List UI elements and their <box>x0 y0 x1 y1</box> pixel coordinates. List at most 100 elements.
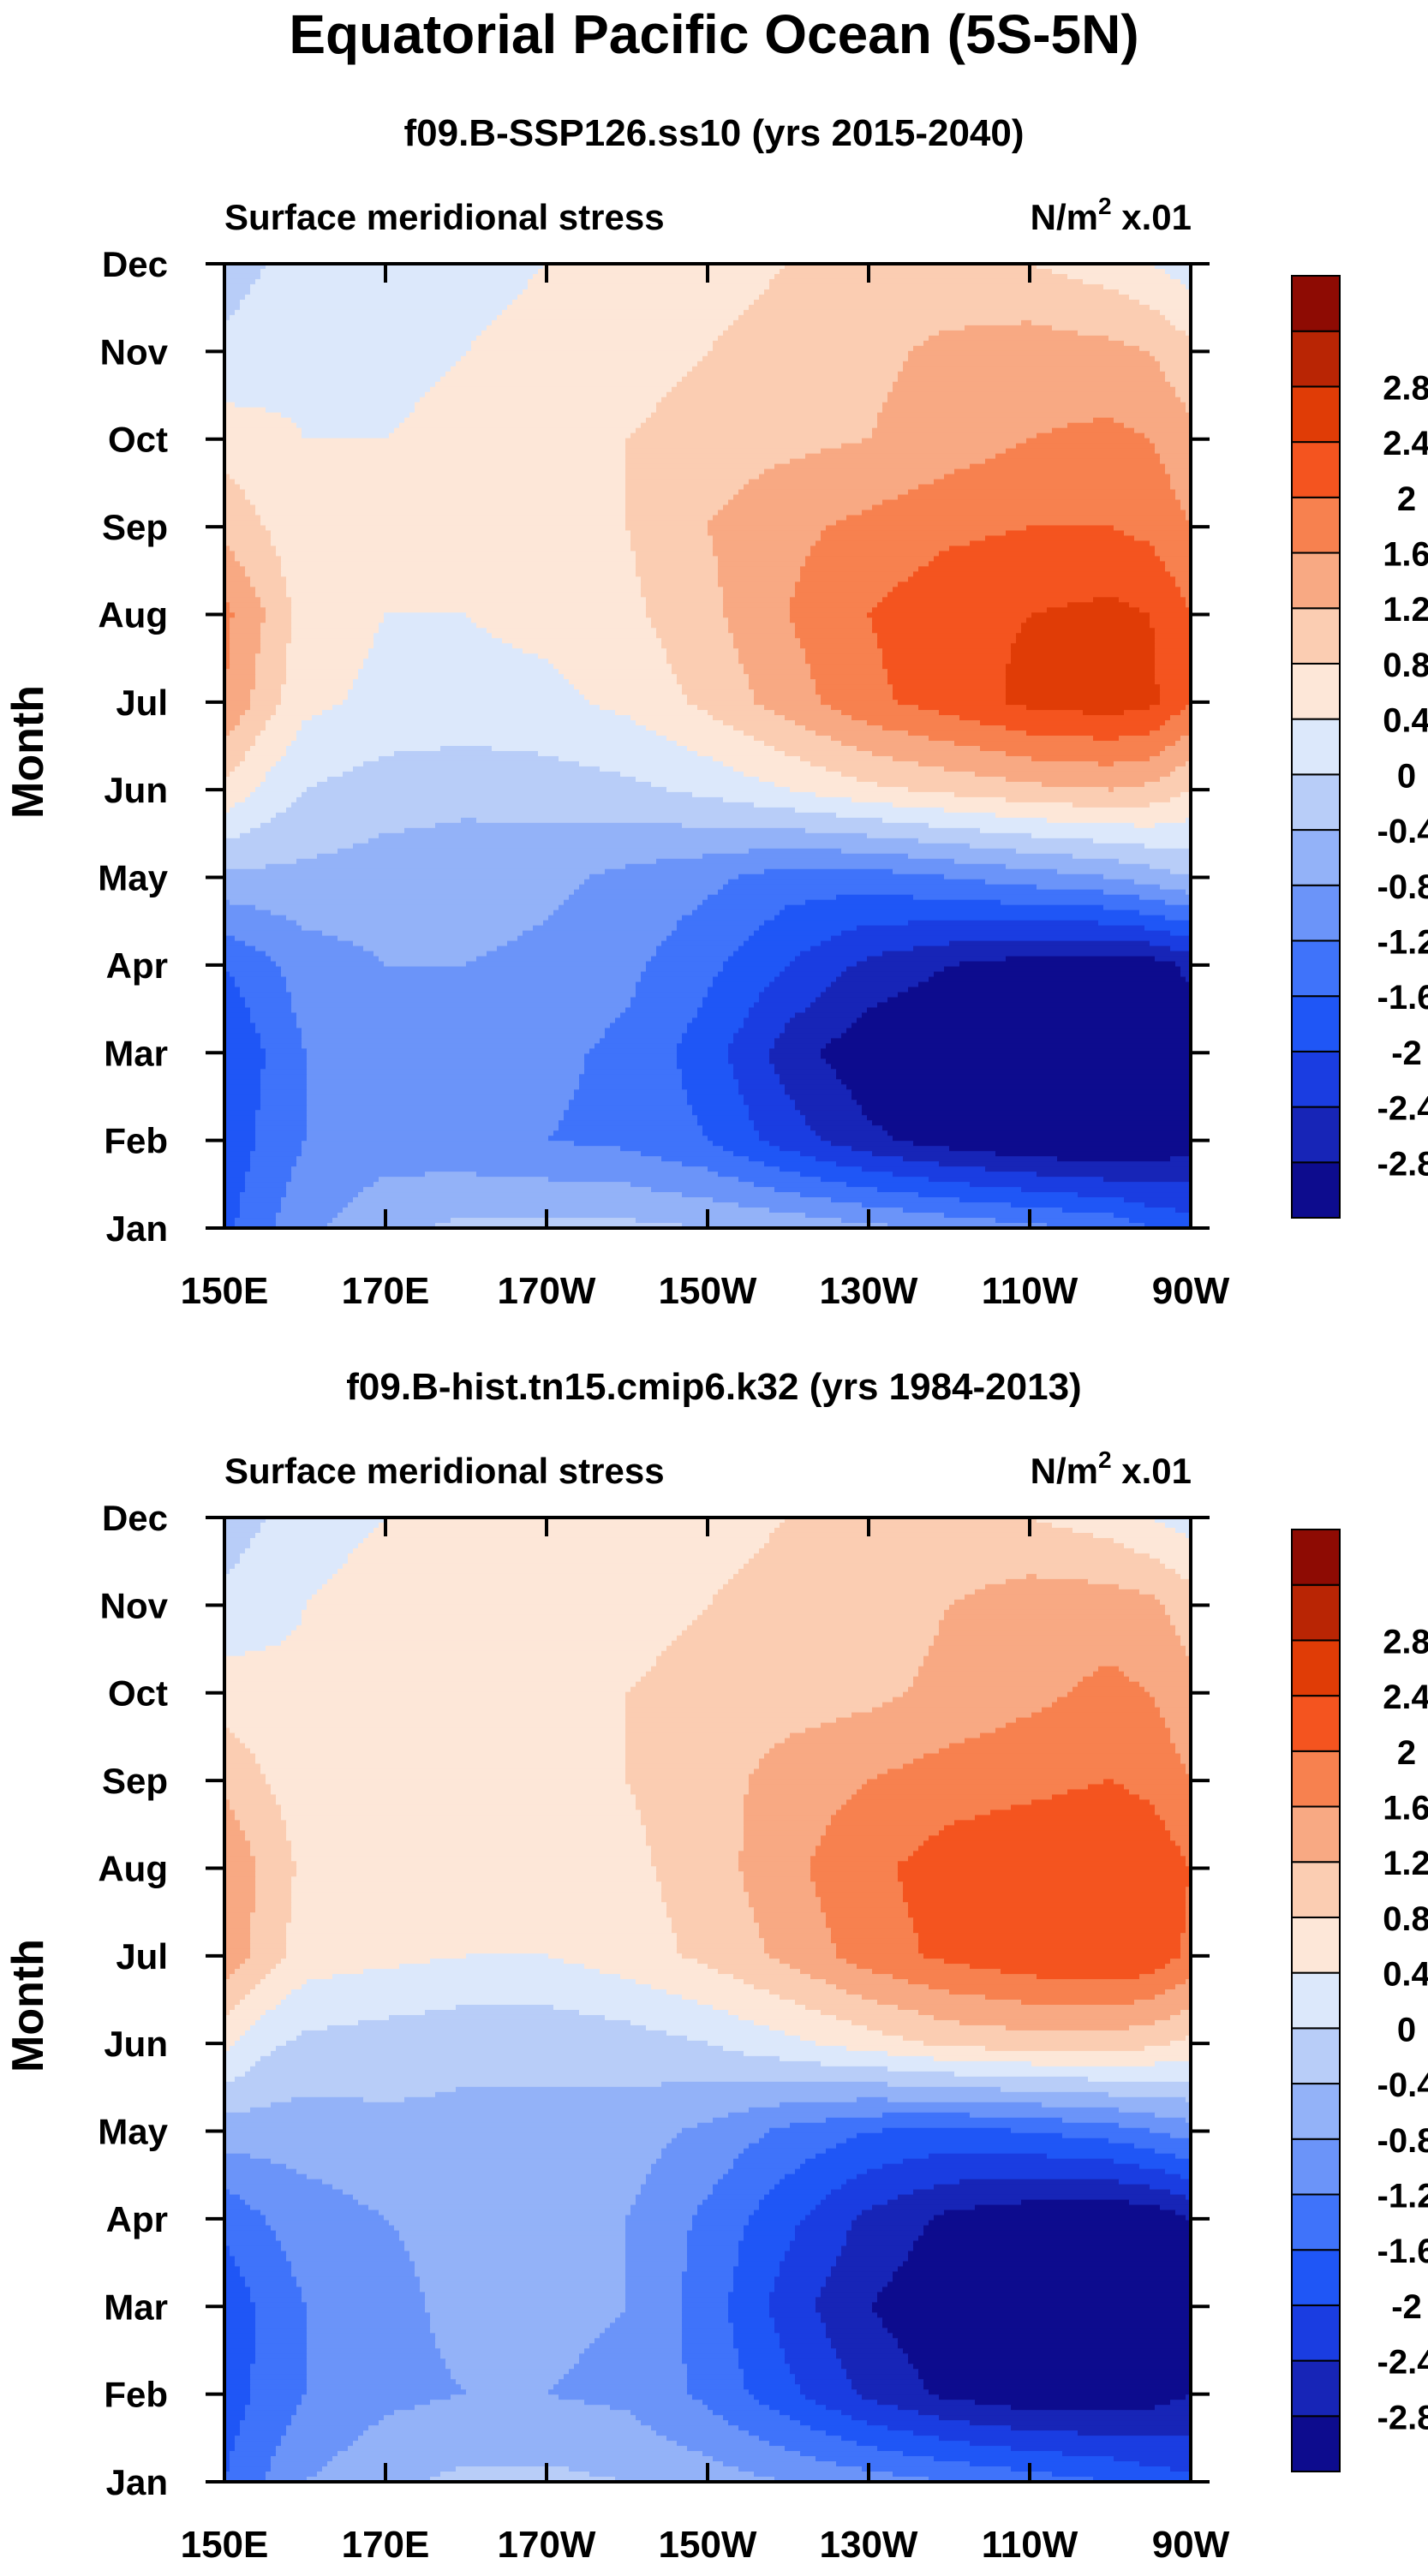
panel-2-contour-cell <box>451 2369 570 2375</box>
panel-1-contour-cell <box>466 961 647 968</box>
panel-1-contour-cell <box>291 741 678 747</box>
panel-2-contour-cell <box>224 1532 256 1539</box>
panel-2-contour-cell <box>630 2209 698 2216</box>
panel-1-contour-cell <box>769 981 832 988</box>
panel-1-contour-cell <box>790 602 878 608</box>
panel-2-contour-cell <box>260 1527 374 1534</box>
panel-1-contour-cell <box>271 766 354 772</box>
panel-1-contour-cell <box>851 796 1007 803</box>
panel-2-contour-cell <box>224 1820 241 1827</box>
panel-1-contour-cell <box>625 438 863 444</box>
panel-1-contour-field <box>224 264 1192 1229</box>
panel-2-contour-cell <box>224 2353 256 2359</box>
panel-2-contour-cell <box>887 2050 1192 2057</box>
panel-2-contour-cell <box>692 2220 750 2227</box>
panel-1-contour-cell <box>749 1007 806 1014</box>
panel-1-contour-cell <box>1103 283 1186 290</box>
panel-1-contour-cell <box>224 633 230 639</box>
panel-1-contour-cell <box>754 1120 806 1126</box>
panel-1-contour-cell <box>672 386 893 393</box>
panel-1-contour-cell <box>224 863 266 870</box>
panel-2-contour-cell <box>1180 2174 1192 2180</box>
panel-2-contour-cell <box>389 2014 606 2021</box>
panel-2-contour-cell <box>291 1881 662 1887</box>
panel-2-contour-cell <box>559 2379 688 2385</box>
panel-1-contour-cell <box>728 628 796 634</box>
panel-1-colorbar-label: 0 <box>1397 757 1416 795</box>
panel-1-contour-cell <box>682 1074 734 1081</box>
panel-2-contour-cell <box>713 2456 816 2462</box>
panel-1-contour-cell <box>291 417 405 424</box>
panel-1-contour-cell <box>224 1002 246 1009</box>
panel-2-contour-cell <box>1129 2199 1192 2206</box>
panel-1-contour-cell <box>646 417 878 424</box>
panel-1-contour-cell <box>260 648 287 654</box>
panel-1-contour-cell <box>224 468 626 475</box>
panel-1-contour-cell <box>1155 674 1192 680</box>
panel-1-contour-cell <box>867 832 1032 839</box>
panel-2-contour-cell <box>224 1902 256 1908</box>
panel-1-contour-cell <box>1139 607 1192 613</box>
panel-1-contour-cell <box>507 940 662 947</box>
panel-2-contour-cell <box>1150 1799 1192 1806</box>
panel-1-contour-cell <box>764 741 842 747</box>
panel-2-contour-cell <box>846 1959 945 1965</box>
panel-1-contour-cell <box>939 551 1156 558</box>
panel-1-contour-cell <box>224 874 590 880</box>
panel-1-contour-cell <box>379 628 487 634</box>
panel-1-contour-cell <box>224 961 277 968</box>
panel-2-contour-cell <box>836 1943 919 1949</box>
panel-1-contour-cell <box>738 648 806 654</box>
panel-1-contour-cell <box>1175 1208 1192 1213</box>
panel-2-contour-cell <box>903 1881 1192 1887</box>
panel-2-contour-cell <box>240 1553 349 1559</box>
panel-1-contour-cell <box>1175 489 1192 496</box>
panel-1-contour-cell <box>260 515 626 522</box>
panel-1-contour-cell <box>851 715 960 721</box>
panel-2-contour-cell <box>245 1830 287 1837</box>
panel-2-contour-cell <box>255 1892 292 1898</box>
panel-2-contour-cell <box>723 2174 786 2180</box>
panel-2-contour-cell <box>934 1635 1181 1642</box>
panel-1-contour-cell <box>224 925 302 932</box>
panel-2-contour-cell <box>862 2466 1012 2472</box>
panel-2-colorbar-label: 2.4 <box>1383 1679 1428 1716</box>
panel-1-contour-cell <box>702 355 909 362</box>
panel-2-contour-cell <box>625 2225 693 2232</box>
panel-1-contour-cell <box>1119 289 1192 295</box>
panel-2-contour-cell <box>975 1815 1161 1822</box>
panel-2-contour-cell <box>677 1943 765 1949</box>
panel-1-contour-cell <box>564 674 678 680</box>
panel-2-contour-cell <box>666 2436 760 2442</box>
panel-2-contour-cell <box>723 1583 986 1590</box>
panel-2-contour-cell <box>744 2230 796 2237</box>
panel-1-contour-cell <box>307 1110 565 1116</box>
panel-1-y-tick-label: Mar <box>104 1033 168 1073</box>
panel-1-contour-cell <box>528 283 770 290</box>
panel-1-contour-cell <box>1083 278 1181 285</box>
panel-1-contour-cell <box>224 643 230 649</box>
panel-1-contour-cell <box>625 499 729 506</box>
panel-2-contour-cell <box>296 1871 657 1877</box>
panel-1-contour-cell <box>224 264 266 270</box>
panel-1-contour-cell <box>250 827 405 834</box>
panel-1-contour-cell <box>266 612 292 618</box>
panel-2-contour-cell <box>728 2112 883 2119</box>
panel-2-contour-cell <box>887 2281 1192 2288</box>
panel-1-contour-cell <box>266 771 344 778</box>
panel-1-contour-cell <box>1170 771 1192 778</box>
panel-2-contour-cell <box>255 1881 292 1887</box>
panel-2-contour-cell <box>1165 1722 1192 1729</box>
panel-1-contour-cell <box>1144 1202 1192 1208</box>
panel-1-contour-cell <box>959 715 1171 721</box>
panel-1-contour-cell <box>281 755 379 762</box>
panel-2-contour-cell <box>744 1815 832 1822</box>
panel-1-contour-cell <box>810 546 950 552</box>
panel-2-contour-cell <box>841 2436 940 2442</box>
panel-2-contour-cell <box>887 2425 1012 2431</box>
panel-1-contour-cell <box>625 443 842 450</box>
panel-2-contour-cell <box>224 2266 241 2273</box>
panel-1-contour-cell <box>738 653 806 659</box>
panel-2-contour-cell <box>759 2436 842 2442</box>
panel-1-contour-cell <box>677 679 750 685</box>
